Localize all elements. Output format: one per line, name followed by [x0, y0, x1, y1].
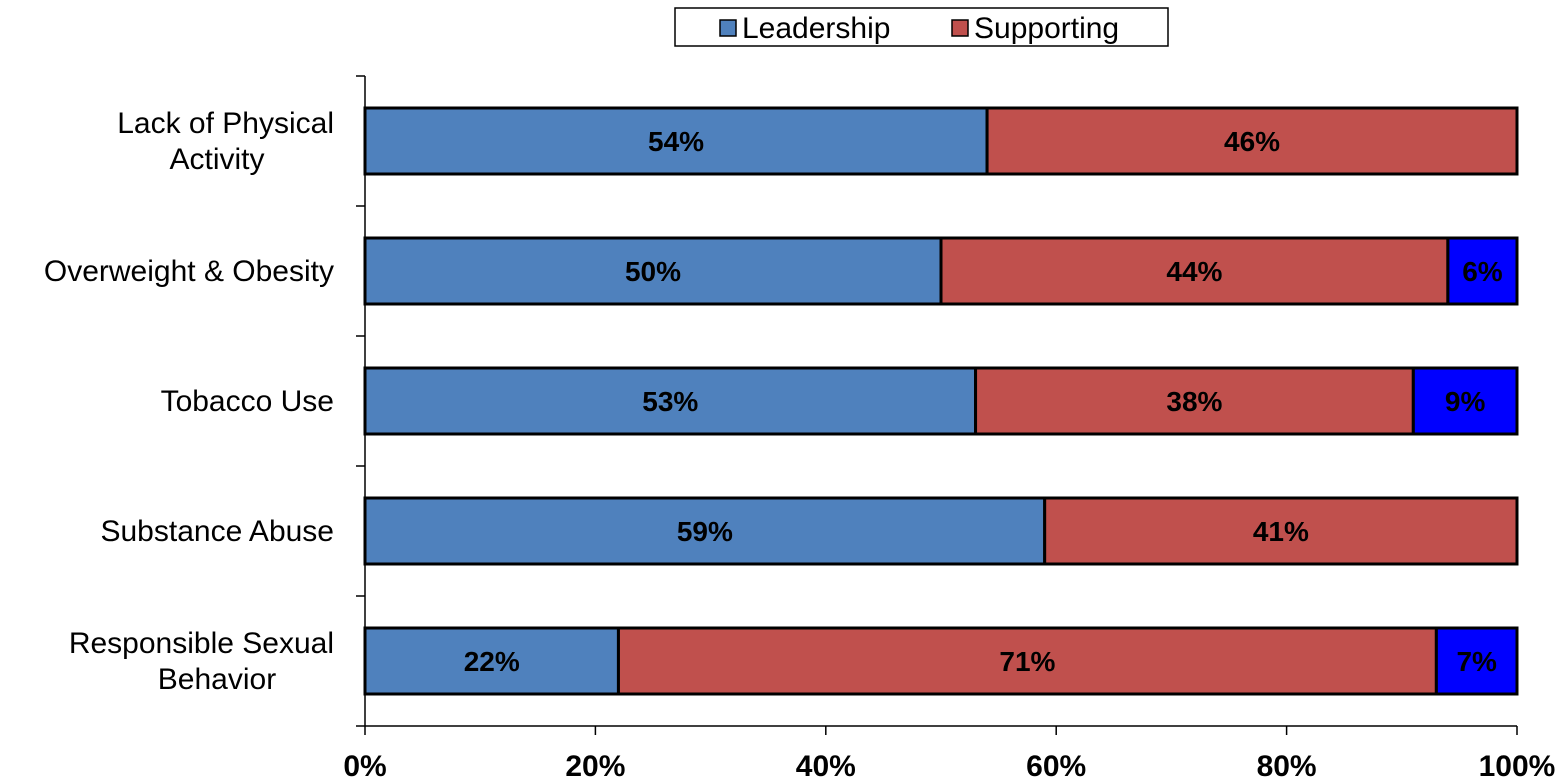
bar-segment — [363, 366, 978, 436]
legend: Leadership Supporting — [674, 7, 1169, 47]
category-label: Behavior — [158, 663, 276, 696]
category-label: Activity — [169, 143, 264, 176]
legend-label: Leadership — [742, 12, 890, 45]
bar-segment — [1446, 236, 1519, 306]
axes: 0% 20% 40% 60% 80% 100% — [343, 75, 1556, 778]
category-label: Lack of Physical — [117, 107, 334, 140]
bar-segment — [985, 106, 1519, 176]
data-label: 41% — [1253, 516, 1309, 547]
data-label: 7% — [1456, 646, 1497, 677]
category-label: Tobacco Use — [161, 385, 334, 418]
category-label: Responsible Sexual — [69, 627, 334, 660]
x-tick-label: 80% — [1257, 750, 1317, 778]
bar-segment — [939, 236, 1450, 306]
category-label: Overweight & Obesity — [44, 255, 334, 288]
data-label: 50% — [625, 256, 681, 287]
legend-swatch — [719, 19, 737, 37]
data-label: 54% — [648, 126, 704, 157]
data-label: 53% — [642, 386, 698, 417]
data-label: 6% — [1462, 256, 1503, 287]
bar-segment — [363, 626, 620, 696]
data-label: 46% — [1224, 126, 1280, 157]
x-tick-label: 60% — [1026, 750, 1086, 778]
x-tick-label: 20% — [565, 750, 625, 778]
data-label: 59% — [677, 516, 733, 547]
bar-segment — [1434, 626, 1519, 696]
category-label: Substance Abuse — [100, 515, 334, 548]
data-label: 38% — [1166, 386, 1222, 417]
x-tick-label: 40% — [796, 750, 856, 778]
bar-segment — [1043, 496, 1519, 566]
bar-segment — [1411, 366, 1519, 436]
data-label: 44% — [1166, 256, 1222, 287]
x-tick-label: 0% — [343, 750, 386, 778]
data-label: 22% — [464, 646, 520, 677]
bar-segment — [363, 106, 989, 176]
legend-swatch — [951, 19, 969, 37]
bar-segment — [974, 366, 1415, 436]
bars: 54% 46% 50% 44% 6% 53% 38% 9% 59% 41% 22% 71% 7% — [363, 106, 1519, 696]
x-tick-label: 100% — [1479, 750, 1556, 778]
data-label: 9% — [1445, 386, 1486, 417]
data-label: 71% — [999, 646, 1055, 677]
legend-label: Supporting — [974, 12, 1119, 45]
bar-segment — [363, 236, 943, 306]
legend-box — [674, 7, 1169, 47]
